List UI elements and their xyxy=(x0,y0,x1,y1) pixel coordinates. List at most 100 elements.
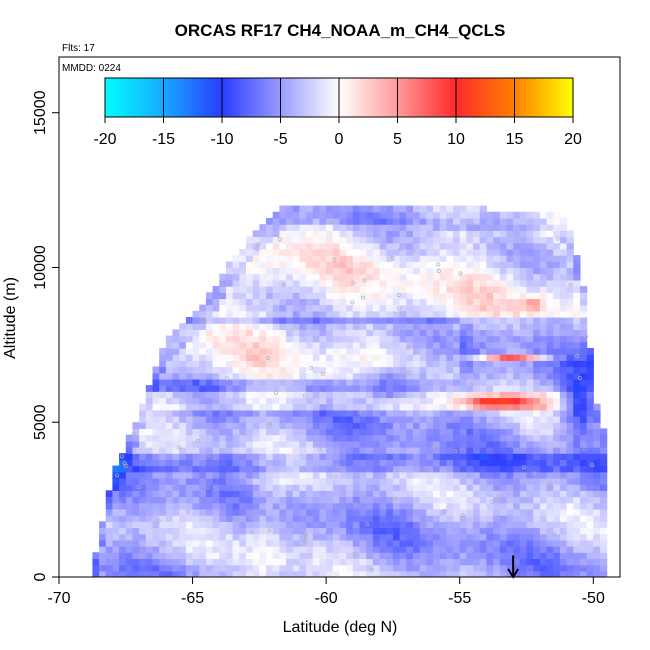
heat-cell xyxy=(473,378,481,386)
heat-cell xyxy=(399,335,407,343)
heat-cell xyxy=(486,546,494,553)
heat-cell xyxy=(292,409,301,417)
heat-cell xyxy=(212,490,220,498)
heat-cell xyxy=(225,310,234,318)
heat-cell xyxy=(125,570,134,577)
heat-cell xyxy=(319,292,327,300)
heat-cell xyxy=(466,502,474,510)
colorbar-swatch xyxy=(423,78,428,117)
heat-cell xyxy=(326,286,334,293)
heat-cell xyxy=(386,347,394,355)
heat-cell xyxy=(386,440,394,448)
heat-cell xyxy=(553,286,561,293)
heat-cell xyxy=(433,354,441,361)
heat-cell xyxy=(199,372,207,380)
heat-cell xyxy=(112,558,120,566)
colorbar-swatch xyxy=(494,78,498,117)
heat-cell xyxy=(312,323,321,330)
heat-cell xyxy=(412,255,421,262)
heat-cell xyxy=(145,416,154,423)
heat-cell xyxy=(299,248,307,256)
heat-cell xyxy=(352,236,361,244)
heat-cell xyxy=(352,267,361,275)
heat-cell xyxy=(593,508,601,516)
heat-cell xyxy=(306,341,314,349)
heat-cell xyxy=(513,273,521,281)
sample-point xyxy=(146,500,151,505)
heat-cell xyxy=(172,502,180,510)
colorbar-swatch xyxy=(107,78,112,117)
heat-cell xyxy=(513,224,521,231)
heat-cell xyxy=(266,539,274,547)
heat-cell xyxy=(493,211,501,219)
heat-cell xyxy=(359,447,367,454)
heat-cell xyxy=(559,416,568,423)
heat-cell xyxy=(299,496,307,504)
heat-cell xyxy=(172,428,180,436)
heat-cell xyxy=(493,484,501,491)
colorbar-swatch xyxy=(438,78,442,117)
heat-cell xyxy=(526,217,534,225)
heat-cell xyxy=(499,440,508,448)
heat-cell xyxy=(539,255,548,262)
heat-cell xyxy=(466,447,474,454)
heat-cell xyxy=(299,533,307,541)
heat-cell xyxy=(259,539,267,547)
heat-cell xyxy=(573,484,581,491)
heat-cell xyxy=(579,329,588,337)
heat-cell xyxy=(573,329,581,337)
heat-cell xyxy=(332,477,341,485)
heat-cell xyxy=(332,236,341,244)
heat-cell xyxy=(312,372,321,380)
sample-point xyxy=(436,262,441,267)
heat-cell xyxy=(232,521,240,529)
heat-cell xyxy=(526,211,534,219)
heat-cell xyxy=(386,508,394,516)
heat-cell xyxy=(352,409,361,417)
heat-cell xyxy=(553,558,561,566)
heat-cell xyxy=(159,397,167,405)
heat-cell xyxy=(165,564,174,572)
heat-cell xyxy=(212,354,220,361)
heat-cell xyxy=(526,298,534,306)
heat-cell xyxy=(553,304,561,312)
heat-cell xyxy=(246,354,254,361)
heat-cell xyxy=(466,459,474,467)
heat-cell xyxy=(513,477,521,485)
heat-cell xyxy=(513,261,521,269)
heat-cell xyxy=(533,440,541,448)
heat-cell xyxy=(372,329,381,337)
heat-cell xyxy=(286,570,294,577)
heat-cell xyxy=(533,279,541,287)
heat-cell xyxy=(352,378,361,386)
heat-cell xyxy=(479,255,488,262)
heat-cell xyxy=(579,354,588,361)
heat-cell xyxy=(506,217,514,225)
heat-cell xyxy=(312,279,321,287)
heat-cell xyxy=(185,447,194,454)
heat-cell xyxy=(539,533,548,541)
heat-cell xyxy=(479,552,488,560)
heat-cell xyxy=(112,527,120,535)
heat-cell xyxy=(232,323,240,330)
colorbar-swatch xyxy=(265,78,270,117)
heat-cell xyxy=(232,508,240,516)
heat-cell xyxy=(179,453,187,460)
heat-cell xyxy=(179,366,187,374)
sample-point xyxy=(582,447,587,452)
heat-cell xyxy=(453,360,461,368)
heat-cell xyxy=(479,422,488,430)
heat-cell xyxy=(312,248,321,256)
heat-cell xyxy=(573,508,581,516)
heat-cell xyxy=(185,558,194,566)
heat-cell xyxy=(506,335,514,343)
heat-cell xyxy=(546,224,554,231)
colorbar-swatch xyxy=(508,78,513,117)
heat-cell xyxy=(599,490,608,498)
heat-cell xyxy=(286,391,294,399)
heat-cell xyxy=(346,292,354,300)
heat-cell xyxy=(179,440,187,448)
heat-cell xyxy=(366,347,374,355)
heat-cell xyxy=(165,409,174,417)
heat-cell xyxy=(225,447,234,454)
